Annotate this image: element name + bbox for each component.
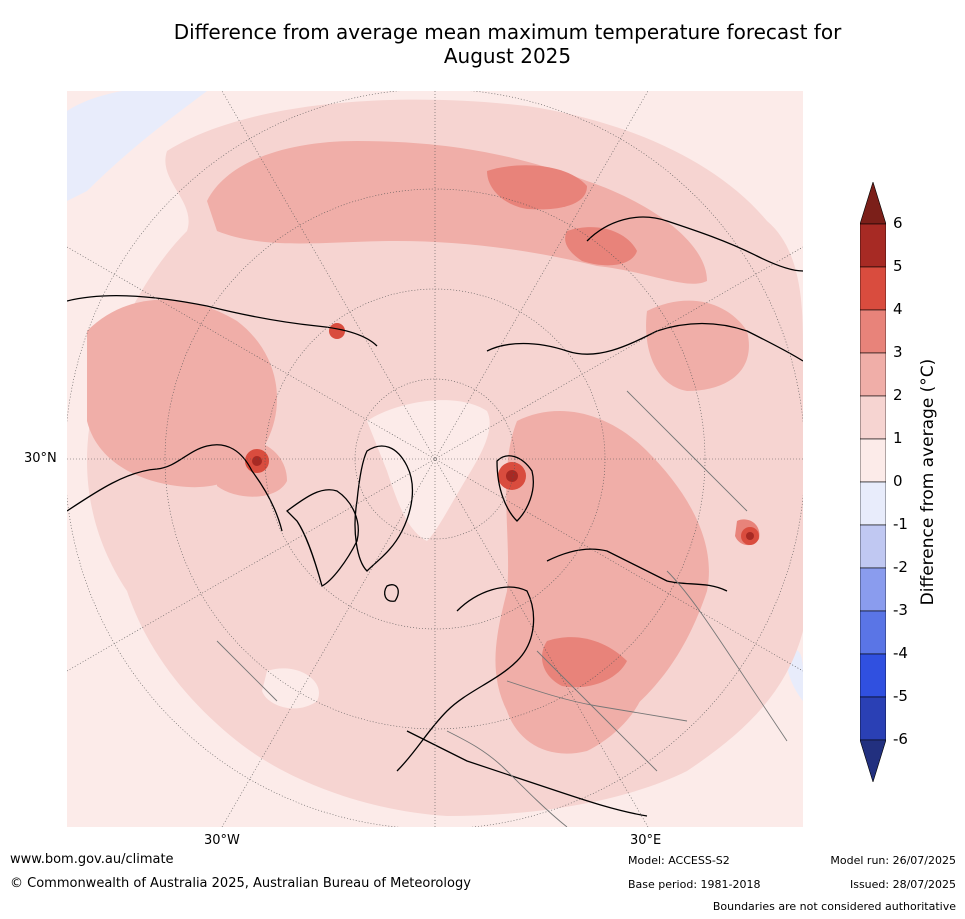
- colorbar-band: [860, 266, 886, 311]
- country-borders: [216, 390, 788, 827]
- colorbar-tick-label: 1: [893, 429, 903, 447]
- coastlines: [67, 216, 803, 817]
- colorbar-tick-label: -4: [893, 644, 908, 662]
- anomaly-hotspot-alaska: [329, 323, 345, 339]
- colorbar-tick-label: 0: [893, 472, 903, 490]
- colorbar-band: [860, 309, 886, 354]
- colorbar-band: [860, 524, 886, 569]
- title-line-2: August 2025: [443, 44, 572, 68]
- anomaly-2-3-asia: [646, 300, 749, 391]
- map-title: Difference from average mean maximum tem…: [100, 20, 915, 68]
- forecast-map: [67, 91, 803, 827]
- colorbar-tick-label: 2: [893, 386, 903, 404]
- colorbar-band: [860, 481, 886, 526]
- website-link[interactable]: www.bom.gov.au/climate: [10, 852, 174, 867]
- model-text: Model: ACCESS-S2: [628, 854, 730, 867]
- title-line-1: Difference from average mean maximum tem…: [173, 20, 842, 44]
- colorbar-tick-label: 3: [893, 343, 903, 361]
- latitude-label-30n: 30°N: [24, 451, 57, 466]
- colorbar-tick-label: 4: [893, 300, 903, 318]
- colorbar-band: [860, 223, 886, 268]
- graticule: [67, 91, 803, 827]
- colorbar-under-triangle: [860, 739, 886, 782]
- copyright-text: © Commonwealth of Australia 2025, Austra…: [10, 876, 471, 891]
- colorbar-tick-label: 6: [893, 214, 903, 232]
- colorbar-tick-label: -1: [893, 515, 908, 533]
- longitude-label-30w: 30°W: [204, 833, 240, 848]
- colorbar-band: [860, 352, 886, 397]
- anomaly-hotspot-mongolia-core: [746, 532, 754, 540]
- colorbar-tick-label: -2: [893, 558, 908, 576]
- anomaly-3-4-russia: [565, 227, 637, 266]
- colorbar: [860, 182, 886, 782]
- anomaly-3-4-europe: [542, 637, 627, 688]
- anomaly-3-4-north: [487, 165, 587, 210]
- anomaly-lower-2: [262, 668, 319, 709]
- colorbar-band: [860, 696, 886, 741]
- colorbar-band: [860, 395, 886, 440]
- issued-text: Issued: 28/07/2025: [849, 878, 956, 891]
- longitude-label-30e: 30°E: [630, 833, 662, 848]
- model-run-text: Model run: 26/07/2025: [830, 854, 956, 867]
- colorbar-label: Difference from average (°C): [918, 358, 938, 606]
- anomaly-hotspot-scandinavia-core: [506, 470, 518, 482]
- colorbar-band: [860, 610, 886, 655]
- anomaly-cool-nw: [67, 91, 207, 201]
- colorbar-band: [860, 567, 886, 612]
- boundaries-note: Boundaries are not considered authoritat…: [712, 900, 956, 913]
- colorbar-over-triangle: [860, 182, 886, 225]
- anomaly-hotspot-baffin-core: [252, 456, 262, 466]
- base-period-text: Base period: 1981-2018: [628, 878, 761, 891]
- colorbar-tick-label: -3: [893, 601, 908, 619]
- colorbar-tick-label: 5: [893, 257, 903, 275]
- colorbar-tick-label: -6: [893, 730, 908, 748]
- colorbar-band: [860, 438, 886, 483]
- colorbar-tick-label: -5: [893, 687, 908, 705]
- colorbar-band: [860, 653, 886, 698]
